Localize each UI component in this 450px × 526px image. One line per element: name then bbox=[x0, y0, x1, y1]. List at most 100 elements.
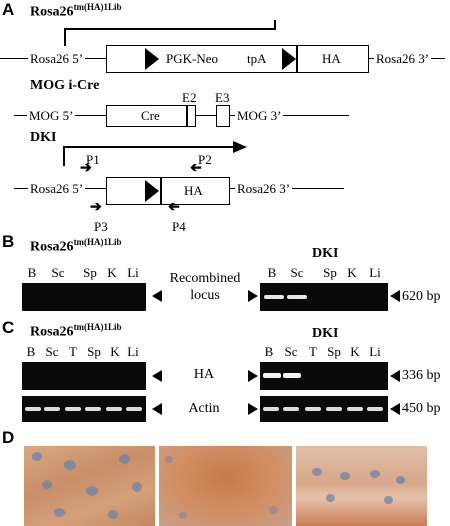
actin-l-3 bbox=[65, 407, 81, 411]
c-band-sc bbox=[283, 373, 301, 378]
rosa-3-label: Rosa26 3’ bbox=[374, 51, 432, 67]
c-lane-left-4: K bbox=[110, 344, 120, 359]
c-ha-size-label: 336 bp bbox=[402, 368, 441, 383]
dki-cassette bbox=[106, 177, 230, 205]
cre-divider bbox=[186, 105, 188, 127]
nucleus bbox=[396, 476, 405, 484]
p1-arrow-icon: ➔ bbox=[80, 161, 92, 176]
actin-r-4 bbox=[326, 407, 342, 411]
nucleus bbox=[269, 506, 278, 514]
b-size-pointer-icon bbox=[390, 290, 400, 302]
dki-title: DKI bbox=[30, 130, 57, 145]
panel-label-b: B bbox=[2, 232, 15, 251]
b-left-pointer-icon bbox=[152, 290, 162, 302]
nucleus bbox=[340, 472, 350, 480]
nucleus bbox=[54, 508, 65, 517]
b-lane-right-2: Sp bbox=[323, 265, 337, 280]
nucleus bbox=[326, 494, 335, 502]
c-lane-right-1: Sc bbox=[284, 344, 298, 359]
actin-l-4 bbox=[85, 407, 101, 411]
b-left-title: Rosa26tm(HA)1Lib bbox=[30, 237, 122, 255]
b-lane-right-3: K bbox=[347, 265, 357, 280]
nucleus bbox=[312, 468, 322, 476]
transcript-start bbox=[63, 146, 65, 166]
nucleus bbox=[32, 452, 42, 461]
actin-r-2 bbox=[283, 407, 299, 411]
b-lane-right-0: B bbox=[267, 265, 277, 280]
ha-label: HA bbox=[322, 51, 341, 66]
loxp-1-icon bbox=[145, 48, 159, 70]
primer-p4-label: P4 bbox=[172, 219, 186, 234]
nucleus bbox=[64, 460, 76, 470]
nucleus bbox=[179, 512, 187, 519]
actin-l-1 bbox=[25, 407, 41, 411]
histology-image-2 bbox=[159, 446, 292, 526]
cassette-divider bbox=[296, 45, 298, 73]
b-lane-right-4: Li bbox=[369, 265, 381, 280]
bracket-left bbox=[64, 28, 66, 46]
panel-label-c: C bbox=[2, 318, 15, 337]
b-gel-right bbox=[260, 283, 388, 311]
panel-label-a: A bbox=[2, 0, 15, 19]
loxp-2-icon bbox=[282, 48, 296, 70]
locus-label: locus bbox=[190, 288, 220, 303]
cre-box bbox=[106, 105, 196, 127]
excision-bracket bbox=[64, 28, 276, 30]
actin-r-6 bbox=[367, 407, 383, 411]
b-band-b bbox=[264, 295, 284, 299]
nucleus bbox=[119, 454, 130, 464]
c-lane-left-1: Sc bbox=[45, 344, 59, 359]
rosa-5-label: Rosa26 5’ bbox=[28, 51, 86, 67]
mog-title: MOG i-Cre bbox=[30, 78, 100, 93]
b-lane-left-2: Sp bbox=[83, 265, 97, 280]
c-ha-size-pointer-icon bbox=[390, 370, 400, 382]
nucleus bbox=[108, 510, 118, 519]
actin-l-6 bbox=[126, 407, 142, 411]
cre-label: Cre bbox=[141, 108, 160, 123]
c-lane-left-0: B bbox=[26, 344, 36, 359]
mog-5-label: MOG 5’ bbox=[27, 108, 76, 124]
rosa26-title: Rosa26tm(HA)1Lib bbox=[30, 2, 122, 20]
c-lane-left-5: Li bbox=[127, 344, 139, 359]
b-lane-left-4: Li bbox=[127, 265, 139, 280]
p3-arrow-icon: ➔ bbox=[90, 200, 102, 215]
b-size-label: 620 bp bbox=[402, 289, 441, 304]
c-ha-left-pointer-icon bbox=[152, 370, 162, 382]
pgk-neo-label: PGK-Neo bbox=[166, 51, 218, 66]
recombined-label: Recombined bbox=[169, 271, 241, 286]
actin-r-1 bbox=[263, 407, 279, 411]
nucleus bbox=[86, 486, 98, 496]
e3-label: E3 bbox=[215, 90, 230, 105]
mog-3-label: MOG 3’ bbox=[235, 108, 284, 124]
c-lane-right-4: K bbox=[350, 344, 360, 359]
c-actin-label: Actin bbox=[188, 401, 220, 416]
c-lane-right-2: T bbox=[309, 344, 317, 359]
b-lane-left-1: Sc bbox=[51, 265, 65, 280]
actin-l-5 bbox=[106, 407, 122, 411]
c-actin-size-label: 450 bp bbox=[402, 401, 441, 416]
p2-arrow-icon: ➔ bbox=[190, 161, 202, 176]
primer-p1-label: P1 bbox=[86, 152, 100, 167]
loxp-dki-icon bbox=[145, 180, 159, 202]
c-lane-right-3: Sp bbox=[327, 344, 341, 359]
e2-label: E2 bbox=[182, 90, 197, 105]
c-ha-gel-left bbox=[22, 362, 146, 390]
c-ha-label: HA bbox=[193, 367, 215, 382]
primer-p3-label: P3 bbox=[94, 219, 108, 234]
histology-image-3 bbox=[296, 446, 427, 526]
b-gel-left bbox=[22, 283, 146, 311]
c-right-title: DKI bbox=[312, 326, 339, 341]
c-actin-gel-left bbox=[22, 396, 146, 422]
tpa-label: tpA bbox=[247, 51, 267, 66]
dki-divider bbox=[160, 177, 162, 205]
c-lane-left-3: Sp bbox=[87, 344, 101, 359]
b-band-sc bbox=[287, 295, 307, 299]
p4-arrow-icon: ➔ bbox=[168, 200, 180, 215]
transcript-arrow-head-icon bbox=[233, 141, 247, 153]
b-lane-left-0: B bbox=[27, 265, 37, 280]
c-ha-right-pointer-icon bbox=[248, 370, 258, 382]
bracket-right bbox=[274, 20, 276, 30]
b-right-pointer-icon bbox=[248, 290, 258, 302]
dki-ha-label: HA bbox=[184, 183, 203, 198]
actin-r-5 bbox=[347, 407, 363, 411]
